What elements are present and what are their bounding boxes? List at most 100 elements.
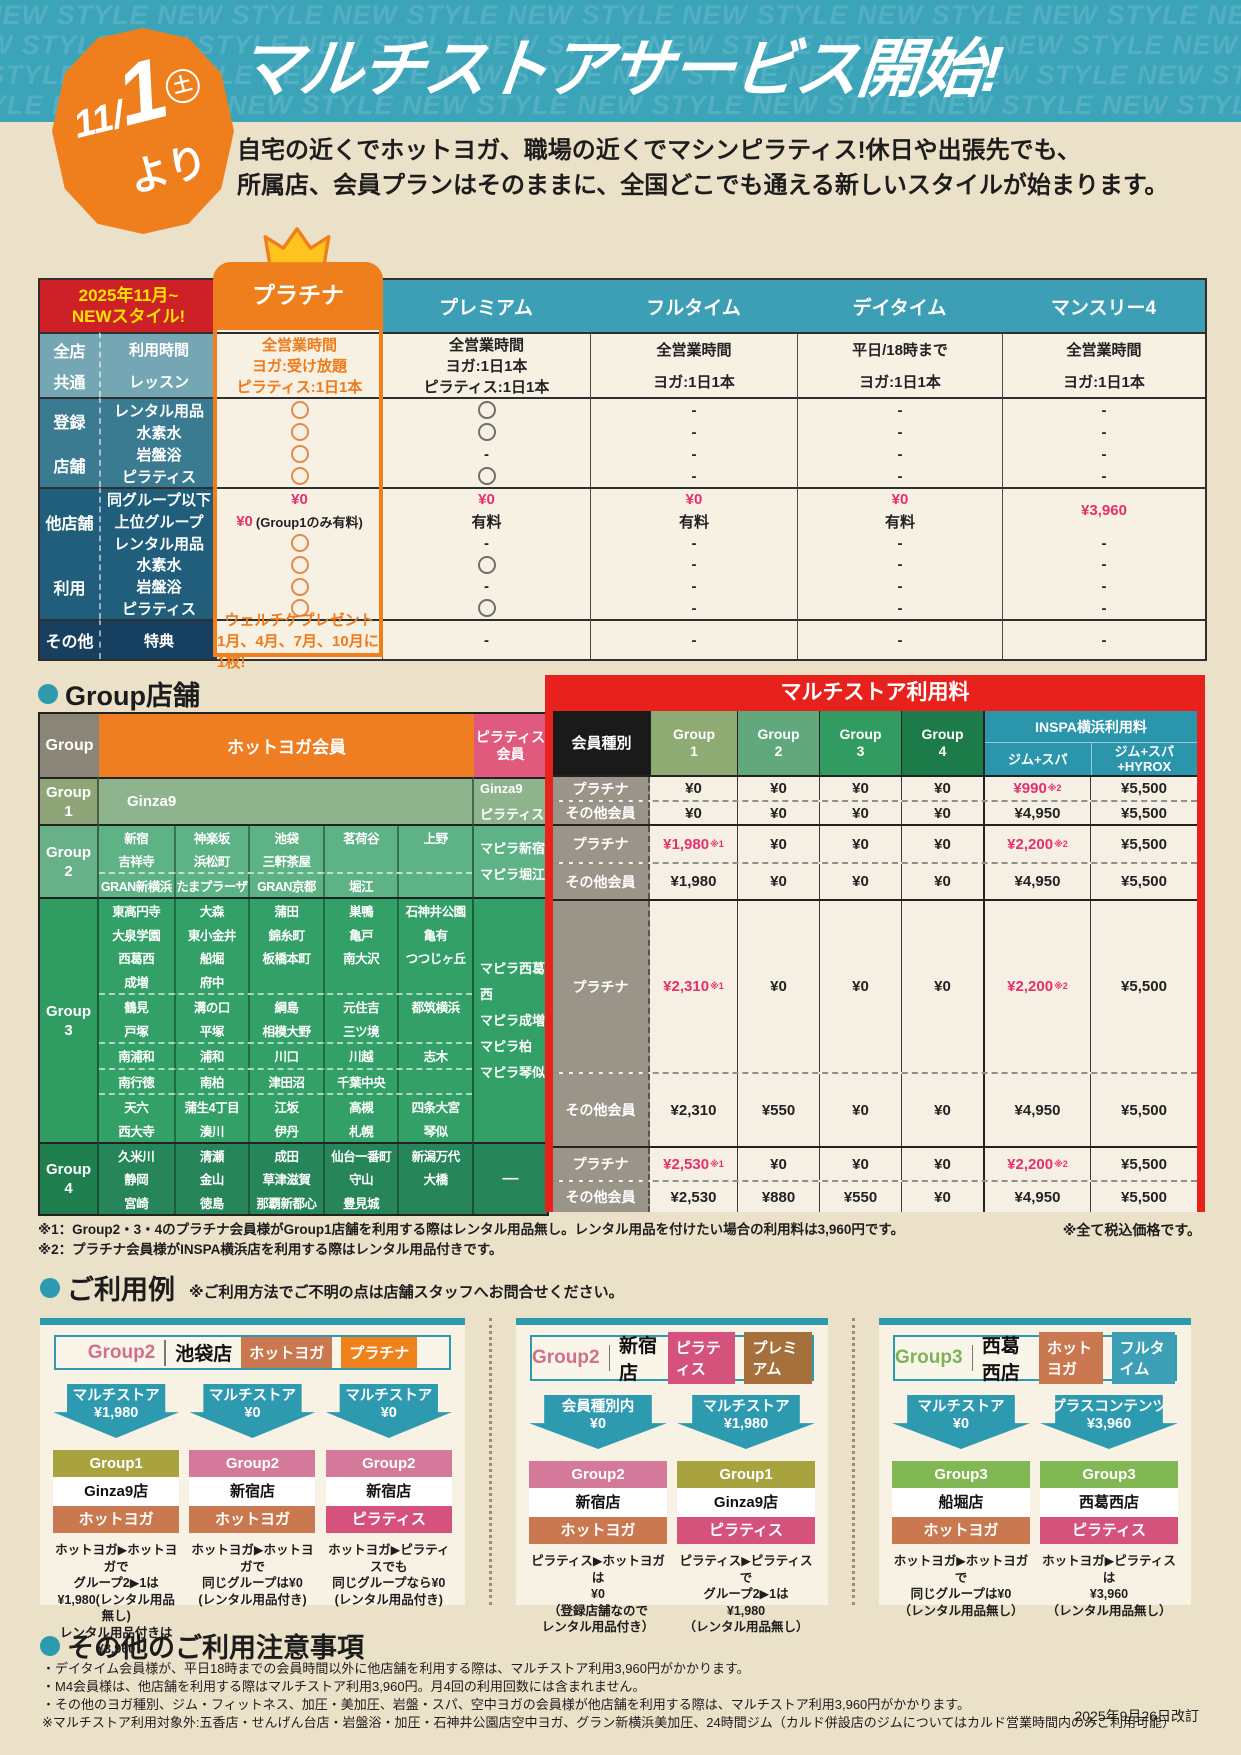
value-text: 全営業時間 bbox=[1066, 342, 1142, 360]
plan-cell-line: ウェルチケプレゼント bbox=[224, 609, 374, 630]
example-tag: ホットヨガ bbox=[241, 1337, 333, 1368]
plan-cell-line: - bbox=[1101, 534, 1107, 552]
store-cell: 石神井公園 bbox=[397, 899, 472, 923]
fee-footnote-ref: ※2 bbox=[1054, 1158, 1068, 1169]
item-line: 上位グループ bbox=[114, 513, 204, 531]
fee-cell: ¥2,530 bbox=[670, 1188, 717, 1206]
store-cell: GRAN京都 bbox=[248, 874, 323, 897]
plan-cell-line: - bbox=[691, 423, 697, 441]
store-cell bbox=[397, 969, 472, 993]
fee-row: プラチナ ¥2,530 ※1 ¥0 ¥0 ¥0 ¥2,200 ※2 ¥5,500 bbox=[553, 1148, 1197, 1180]
fee-group-3: プラチナ ¥2,310 ※1 ¥0 ¥0 ¥0 ¥2,200 ※2 ¥5,500 その他会員 ¥2,… bbox=[553, 899, 1197, 1146]
corner-line: 2025年11月~ bbox=[78, 286, 179, 305]
destination-card: Group1 Ginza9店 ホットヨガ bbox=[53, 1450, 180, 1533]
fee-cell: ¥5,500 bbox=[1090, 777, 1197, 800]
fee-cell: ¥0 bbox=[901, 1182, 983, 1212]
arrow-label: マルチストア bbox=[72, 1388, 160, 1404]
flow-caption: ホットヨガ▶ホットヨガで 同じグループは¥0 (レンタル用品付き) bbox=[189, 1542, 315, 1608]
example-group-name: Group2 bbox=[532, 1347, 600, 1368]
arrow-price: ¥0 bbox=[952, 1416, 970, 1432]
down-arrow-icon: マルチストア ¥1,980 bbox=[677, 1395, 815, 1449]
plan-cell-line bbox=[477, 421, 496, 443]
usage-examples-note: ※ご利用方法でご不明の点は店舗スタッフへお問合せください。 bbox=[189, 1284, 624, 1301]
plan-cell-line: - bbox=[897, 423, 903, 441]
store-cell: 茗荷谷 bbox=[322, 826, 398, 849]
flow-caption: ホットヨガ▶ホットヨガで 同じグループは¥0 （レンタル用品無し） bbox=[892, 1553, 1030, 1619]
example-store-name: 西葛西店 bbox=[981, 1336, 1020, 1384]
plan-header-3: フルタイム bbox=[590, 280, 797, 332]
item-line: ピラティス bbox=[121, 600, 197, 618]
category-line: 利用 bbox=[53, 580, 86, 598]
plan-cell-line: ピラティス:1日1本 bbox=[424, 376, 550, 397]
date-badge: 11/1土 より bbox=[52, 28, 234, 234]
fee-row: プラチナ ¥1,980 ※1 ¥0 ¥0 ¥0 ¥2,200 ※2 ¥5,500 bbox=[553, 826, 1197, 862]
card-type: ピラティス bbox=[325, 1506, 452, 1533]
down-arrow-icon: プラスコンテンツ ¥3,960 bbox=[1040, 1395, 1178, 1449]
panel-separator bbox=[489, 1318, 492, 1605]
fee-row: その他会員 ¥2,530 ¥880 ¥550 ¥0 ¥4,950 ¥5,500 bbox=[553, 1180, 1197, 1212]
pilates-store: マピラ堀江 bbox=[480, 866, 546, 882]
header-divider bbox=[608, 1345, 610, 1371]
store-cell: 溝の口 bbox=[173, 995, 249, 1019]
fee-cell: ¥0 bbox=[737, 826, 819, 862]
plan-cell-line: 全営業時間 bbox=[262, 334, 337, 355]
caption-line: ピラティス▶ホットヨガは bbox=[531, 1554, 665, 1585]
plan-cell-line: - bbox=[897, 578, 903, 595]
down-arrow-icon: マルチストア ¥0 bbox=[892, 1395, 1030, 1449]
plan-cell-line bbox=[477, 399, 496, 421]
tax-note: ※全て税込価格です。 bbox=[1062, 1222, 1201, 1238]
plan-cell-line: - bbox=[691, 467, 697, 485]
group-label-line: 2 bbox=[64, 862, 73, 880]
store-cell: 仙台一番町 bbox=[322, 1144, 398, 1168]
plan-cell-line: ¥0 bbox=[478, 489, 495, 511]
plan-cell-line: - bbox=[1101, 631, 1107, 649]
circle-mark bbox=[477, 555, 496, 574]
store-block: 東高円寺 大森 蒲田 巣鴨 石神井公園 大泉学園 東小金井 錦糸町 亀戸 亀有 西葛西 船堀 板橋本町南… bbox=[99, 899, 472, 993]
fee-cell: ¥0 bbox=[737, 901, 819, 1072]
store-cell: 相模大野 bbox=[248, 1018, 323, 1042]
caption-line: （レンタル用品無し） bbox=[898, 1603, 1024, 1618]
store-cell: 志木 bbox=[397, 1044, 472, 1068]
fee-cell: ¥0 bbox=[819, 802, 901, 824]
arrow-label: マルチストア bbox=[702, 1399, 790, 1415]
card-store: 新宿店 bbox=[189, 1477, 316, 1506]
group-label-2: Group 2 bbox=[40, 824, 99, 897]
store-cell: 南大沢 bbox=[322, 946, 398, 970]
store-cell: 浜松町 bbox=[173, 849, 249, 872]
store-row: 新宿 神楽坂 池袋 茗荷谷 上野 bbox=[99, 826, 472, 849]
bullet-dot-icon bbox=[38, 683, 58, 704]
example-tag: フルタイム bbox=[1111, 1332, 1175, 1384]
plan-cell-line: - bbox=[691, 578, 697, 595]
destination-card: Group2 新宿店 ホットヨガ bbox=[189, 1450, 316, 1533]
store-cell: 戸塚 bbox=[124, 1024, 149, 1039]
fee-row-label: その他会員 bbox=[553, 864, 650, 899]
item-line: 利用時間 bbox=[128, 342, 189, 360]
down-arrow-icon: 会員種別内 ¥0 bbox=[529, 1395, 667, 1449]
value-suffix: (Group1のみ有料) bbox=[255, 514, 363, 530]
plan-cell-line: ヨガ:受け放題 bbox=[252, 355, 347, 376]
fee-row: その他会員 ¥1,980 ¥0 ¥0 ¥0 ¥4,950 ¥5,500 bbox=[553, 862, 1197, 899]
fee-cell: ¥5,500 bbox=[1090, 864, 1197, 899]
plan-cell-line: - bbox=[1101, 599, 1107, 617]
destination-card: Group2 新宿店 ホットヨガ bbox=[529, 1461, 667, 1544]
fee-cell: ¥5,500 bbox=[1090, 1182, 1197, 1212]
pilates-store: マピラ西葛西 bbox=[480, 960, 546, 1002]
store-cell: 亀有 bbox=[397, 922, 472, 946]
plan-cell: ¥0 有料 - - - - bbox=[590, 487, 797, 619]
value-text: 有料 bbox=[678, 513, 709, 531]
plan-cell-line: - bbox=[897, 599, 903, 617]
fee-cell: ¥0 bbox=[901, 864, 983, 899]
store-cell bbox=[397, 874, 472, 897]
fee-row: その他会員 ¥2,310 ¥550 ¥0 ¥0 ¥4,950 ¥5,500 bbox=[553, 1072, 1197, 1146]
fee-cell: ¥0 bbox=[737, 802, 819, 824]
store-cell: 四条大宮 bbox=[397, 1095, 472, 1119]
fee-group-header-4: Group 4 bbox=[901, 711, 983, 775]
plan-cell: ¥0 有料 - - bbox=[382, 487, 590, 619]
plan-cell bbox=[217, 397, 382, 487]
plan-header-5: マンスリー4 bbox=[1002, 280, 1205, 332]
plan-cell-line: ¥0 bbox=[686, 489, 703, 511]
plan-cell-line: - bbox=[484, 534, 489, 552]
plan-cell-line bbox=[290, 576, 309, 598]
store-cell: 東高円寺 bbox=[112, 905, 161, 920]
plan-cell: - bbox=[590, 619, 797, 659]
